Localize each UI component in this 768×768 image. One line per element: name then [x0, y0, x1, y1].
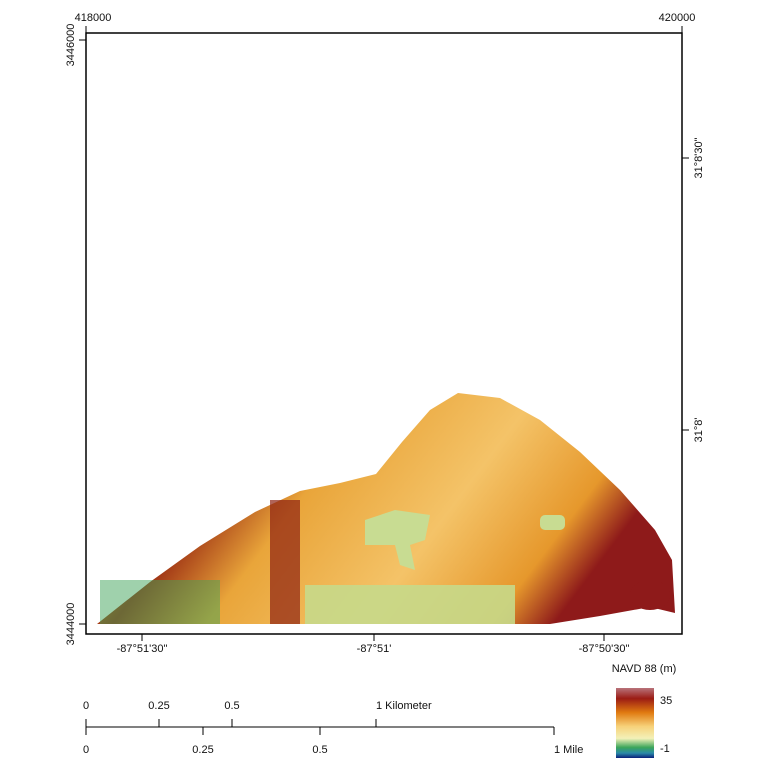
forest: [100, 580, 220, 624]
mile-label: 0.25: [192, 744, 213, 756]
km-label: 1 Kilometer: [376, 700, 432, 712]
latitude-label: 31°8'30": [693, 137, 705, 178]
ravine: [270, 500, 300, 624]
mile-label: 0: [83, 744, 89, 756]
pond: [540, 515, 565, 530]
mile-label: 0.5: [312, 744, 327, 756]
mile-label: 1 Mile: [554, 744, 583, 756]
ridge: [630, 580, 670, 610]
legend-max: 35: [660, 695, 672, 707]
elevation-raster: [97, 393, 675, 624]
easting-label: 418000: [75, 12, 112, 24]
northing-label: 3446000: [65, 24, 77, 67]
legend-ramp: [616, 688, 654, 758]
km-label: 0.5: [224, 700, 239, 712]
longitude-label: -87°51'30": [117, 643, 168, 655]
field: [305, 585, 515, 624]
field: [365, 510, 430, 570]
longitude-label: -87°50'30": [579, 643, 630, 655]
easting-label: 420000: [659, 12, 696, 24]
legend-title: NAVD 88 (m): [612, 663, 677, 675]
terrain-surface: [97, 393, 675, 624]
northing-label: 3444000: [65, 603, 77, 646]
km-label: 0: [83, 700, 89, 712]
legend-min: -1: [660, 743, 670, 755]
latitude-label: 31°8': [693, 418, 705, 443]
longitude-label: -87°51': [357, 643, 392, 655]
km-label: 0.25: [148, 700, 169, 712]
